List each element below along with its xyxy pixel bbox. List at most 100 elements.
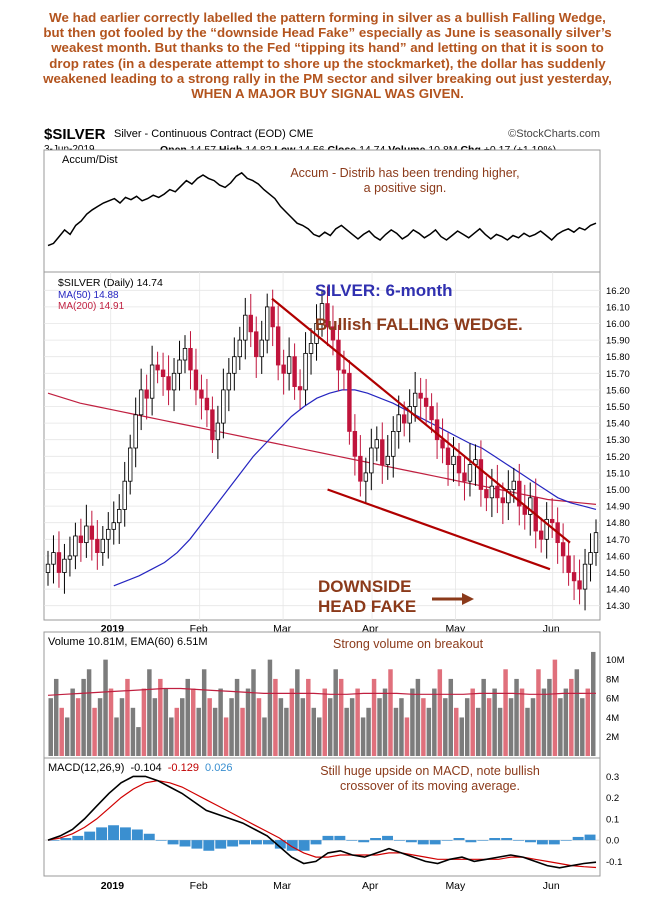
- volume-bar: [530, 698, 536, 756]
- head-fake-line2: HEAD FAKE: [318, 597, 416, 616]
- macd-histogram-bar: [489, 838, 501, 841]
- accum-dist-series: [47, 171, 597, 247]
- candle-body: [511, 480, 516, 490]
- accum-annotation-wrap: Accum - Distrib has been trending higher…: [290, 166, 519, 195]
- candle-body: [560, 542, 566, 557]
- candle-body: [303, 352, 308, 391]
- macd-histogram-bar: [477, 840, 489, 841]
- volume-bar: [240, 707, 245, 756]
- macd-histogram-bar: [227, 840, 239, 847]
- volume-y-axis: 2M 4M 6M 8M 10M: [606, 655, 625, 743]
- volume-bar: [234, 678, 240, 756]
- volume-annotation: Strong volume on breakout: [333, 637, 484, 651]
- price-y-tick: 15.30: [606, 435, 630, 446]
- volume-bar: [108, 688, 114, 756]
- volume-bar: [322, 688, 327, 756]
- candle-body: [434, 419, 440, 441]
- macd-line: [47, 775, 597, 869]
- symbol-title: $SILVER: [44, 126, 106, 143]
- candle-body: [308, 343, 314, 354]
- volume-bar: [245, 688, 251, 756]
- headline-commentary: We had earlier correctly labelled the pa…: [43, 10, 612, 102]
- macd-histogram-bar: [465, 840, 477, 843]
- volume-bar: [338, 678, 344, 756]
- volume-bar: [470, 688, 475, 756]
- macd-histogram-bar: [72, 835, 84, 841]
- volume-bar: [377, 698, 382, 756]
- macd-legend-hist: 0.026: [205, 762, 233, 774]
- macd-histogram-bar: [525, 840, 536, 843]
- macd-histogram-bar: [179, 840, 191, 847]
- candle-body: [117, 509, 122, 524]
- candle-body: [232, 356, 237, 374]
- volume-bar: [273, 678, 278, 756]
- price-y-tick: 14.50: [606, 568, 630, 579]
- volume-bar: [464, 698, 470, 756]
- symbol-description: Silver - Continuous Contract (EOD) CME: [114, 128, 314, 140]
- volume-bar: [393, 707, 399, 756]
- macd-y-tick: -0.1: [606, 857, 622, 868]
- macd-histogram-bar: [167, 840, 179, 845]
- volume-bar: [147, 669, 152, 756]
- macd-histogram-bar: [441, 840, 453, 841]
- volume-bar: [97, 698, 103, 756]
- candle-body: [341, 369, 347, 374]
- candle-body: [133, 414, 138, 449]
- ma200-line: [47, 392, 597, 505]
- volume-bar: [81, 678, 86, 756]
- candle-body: [423, 397, 429, 407]
- volume-bar: [70, 688, 75, 756]
- candle-body: [319, 303, 325, 324]
- volume-bar: [185, 678, 190, 756]
- candle-body: [577, 580, 582, 590]
- volume-bar: [218, 688, 223, 756]
- candle-body: [369, 447, 374, 474]
- macd-histogram-bar: [513, 840, 525, 841]
- volume-bar: [459, 717, 464, 756]
- macd-y-tick: 0.2: [606, 793, 619, 804]
- macd-histogram-bar: [119, 827, 131, 841]
- candle-body: [462, 472, 467, 482]
- volume-bar: [267, 659, 273, 756]
- volume-bar: [114, 717, 119, 756]
- volume-bar: [300, 698, 306, 756]
- volume-bar: [119, 698, 125, 756]
- candle-body: [204, 397, 210, 411]
- stockcharts-brand[interactable]: ©StockCharts.com: [508, 128, 600, 140]
- candle-body: [352, 430, 358, 457]
- volume-bar: [497, 707, 503, 756]
- volume-bar: [201, 669, 207, 756]
- price-y-tick: 14.60: [606, 551, 630, 562]
- volume-bar: [541, 688, 547, 756]
- macd-x-axis: 2019 Feb Mar Apr May Jun: [101, 880, 560, 892]
- candle-body: [588, 552, 593, 565]
- macd-histogram-bar: [453, 838, 465, 841]
- candle-body: [363, 472, 369, 482]
- macd-legend-label: MACD(12,26,9): [48, 762, 124, 774]
- candle-body: [478, 459, 484, 490]
- macd-histogram-bar: [560, 840, 572, 841]
- candle-body: [45, 563, 51, 573]
- candle-body: [385, 455, 390, 465]
- macd-histogram-bar: [286, 840, 298, 851]
- volume-bar: [552, 659, 558, 756]
- candle-body: [549, 518, 555, 524]
- volume-bar: [136, 727, 141, 756]
- macd-histogram-bar: [310, 840, 322, 845]
- macd-y-tick: 0.0: [606, 836, 619, 847]
- candle-body: [95, 538, 100, 553]
- candle-body: [445, 447, 451, 466]
- volume-bar: [481, 678, 486, 756]
- candle-body: [149, 364, 155, 399]
- candle-body: [127, 447, 133, 482]
- macd-histogram-bar: [501, 838, 513, 841]
- volume-bar: [448, 678, 454, 756]
- volume-y-tick: 2M: [606, 732, 619, 743]
- candle-body: [122, 480, 127, 510]
- candle-body: [243, 314, 248, 341]
- candle-body: [89, 525, 95, 540]
- volume-bar: [525, 707, 530, 756]
- volume-bar: [580, 698, 585, 756]
- price-legend-symbol: $SILVER (Daily) 14.74: [58, 277, 163, 289]
- macd-histogram-bar: [417, 840, 429, 845]
